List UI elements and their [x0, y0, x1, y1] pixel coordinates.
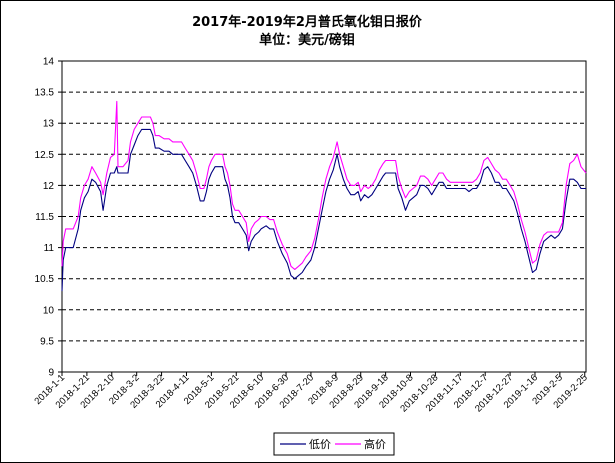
series-lines [61, 100, 587, 292]
y-tick-label: 10.5 [35, 274, 55, 285]
gridlines [62, 91, 586, 342]
legend-label-low: 低价 [309, 438, 331, 451]
legend-box [273, 432, 395, 456]
series-line-low [61, 128, 586, 292]
y-tick-label: 9.5 [40, 336, 54, 347]
y-tick-label: 12 [43, 181, 55, 192]
y-tick-label: 13.5 [35, 88, 55, 99]
y-tick-label: 12.5 [35, 150, 55, 161]
x-axis: 2018-1-12018-1-212018-2-102018-3-22018-3… [32, 372, 590, 414]
y-tick-label: 11.5 [35, 212, 54, 223]
legend-label-high: 高价 [364, 437, 386, 451]
y-tick-label: 14 [43, 57, 55, 68]
chart-subtitle: 单位：美元/磅钼 [259, 32, 355, 48]
y-tick-label: 11 [44, 243, 55, 254]
legend: 低价 高价 [273, 432, 395, 456]
y-axis: 9 9.5 10 10.5 11 11.5 12 12.5 13 13.5 14 [35, 57, 62, 379]
y-tick-label: 13 [43, 119, 55, 130]
series-line-high [61, 100, 587, 270]
y-tick-label: 9 [48, 368, 54, 379]
chart-title: 2017年-2019年2月普氏氧化钼日报价 [192, 14, 423, 30]
y-tick-label: 10 [43, 305, 55, 316]
